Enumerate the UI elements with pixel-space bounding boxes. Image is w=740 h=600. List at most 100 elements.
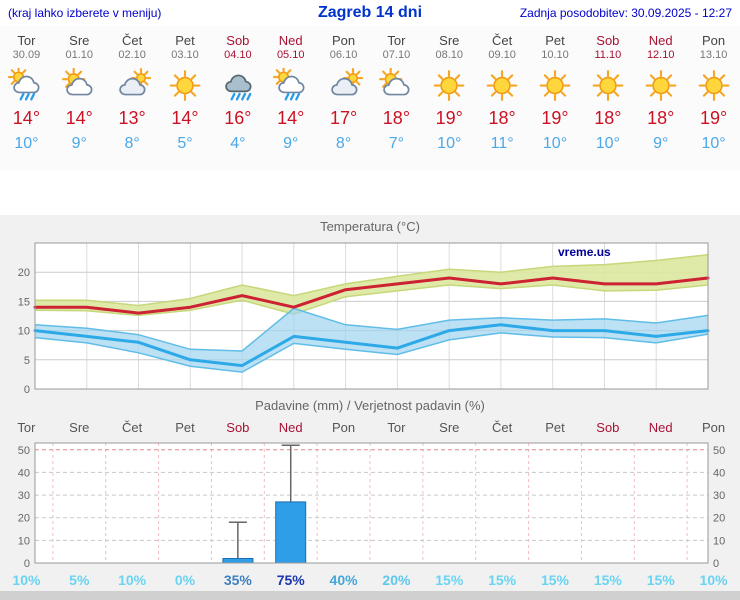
day-date: 07.10: [382, 49, 411, 61]
day-high-temp: 14°: [171, 108, 199, 128]
svg-text:0: 0: [24, 558, 30, 569]
day-column: Čet 09.10 18° 11°: [476, 26, 529, 171]
precip-day-label: Ned: [278, 419, 303, 435]
precip-day-label: Sob: [226, 419, 250, 435]
sun-icon: [698, 70, 729, 101]
day-date: 13.10: [699, 49, 728, 61]
day-weather-icon-wrap: [211, 64, 264, 106]
cloud-sun-icon: [330, 68, 363, 96]
day-name: Sre: [69, 33, 90, 48]
svg-text:30: 30: [713, 490, 725, 502]
day-date: 06.10: [329, 49, 358, 61]
temperature-chart: 0 5 10 15 20 vreme.us: [18, 242, 710, 396]
rain-icon: [225, 74, 252, 101]
precip-probability-value: 35%: [223, 572, 252, 588]
sun-cloud-icon: [62, 68, 93, 96]
day-low-temp: 9°: [71, 135, 87, 152]
precip-day-label: Čet: [122, 419, 143, 435]
day-low-temp: 5°: [177, 135, 193, 152]
day-date: 09.10: [488, 49, 516, 61]
day-column: Sob 11.10 18° 10°: [581, 26, 634, 171]
day-low-temp: 8°: [335, 135, 352, 152]
day-name: Sre: [439, 33, 460, 48]
day-high-temp: 18°: [488, 108, 516, 128]
day-high-temp: 14°: [65, 108, 93, 128]
page-header: (kraj lahko izberete v meniju) Zagreb 14…: [0, 0, 740, 26]
day-name: Čet: [122, 33, 143, 48]
day-column: Sre 08.10 19° 10°: [423, 26, 476, 171]
day-weather-icon-wrap: [370, 64, 423, 106]
day-weather-icon-wrap: [529, 64, 582, 106]
day-date: 03.10: [171, 49, 199, 61]
day-name: Ned: [648, 33, 673, 48]
sun-icon: [645, 70, 677, 101]
precipitation-chart: 0 0 10 10 20 20 30 30 40 40 50 50: [18, 442, 725, 569]
day-weather-icon-wrap: [264, 64, 317, 106]
svg-text:50: 50: [713, 445, 725, 457]
precip-probability-value: 15%: [435, 572, 464, 588]
footer-bar: [0, 591, 740, 600]
temperature-chart-title: Temperatura (°C): [320, 219, 420, 234]
day-high-temp: 13°: [118, 108, 146, 128]
precip-day-label: Pon: [332, 419, 356, 435]
precip-probability-value: 10%: [12, 572, 41, 588]
sun-icon: [433, 70, 465, 101]
svg-text:40: 40: [713, 467, 725, 479]
sun-icon: [539, 70, 571, 101]
day-name: Sob: [596, 33, 620, 48]
svg-text:40: 40: [18, 467, 30, 479]
sun-cloud-icon: [379, 68, 410, 96]
day-date: 10.10: [541, 49, 569, 61]
page-title: Zagreb 14 dni: [317, 4, 423, 21]
watermark-text: vreme.us: [558, 245, 611, 259]
svg-text:20: 20: [713, 513, 725, 525]
day-low-temp: 10°: [701, 135, 726, 152]
precip-day-label: Ned: [648, 419, 673, 435]
sun-icon: [169, 70, 201, 101]
day-column: Sre 01.10 14° 9°: [53, 26, 106, 171]
day-weather-icon-wrap: [687, 64, 740, 106]
day-low-temp: 10°: [437, 135, 462, 152]
precip-probability-value: 5%: [69, 572, 90, 588]
day-date: 11.10: [594, 49, 622, 61]
day-low-temp: 11°: [490, 135, 514, 152]
day-date: 04.10: [224, 49, 252, 61]
day-low-temp: 10°: [595, 135, 620, 152]
svg-text:10: 10: [18, 535, 30, 547]
precip-probability-value: 10%: [699, 572, 728, 588]
precip-day-label: Tor: [387, 419, 406, 435]
day-name: Pon: [702, 33, 726, 48]
precip-day-label: Pet: [175, 419, 195, 435]
precip-probability-value: 15%: [488, 572, 517, 588]
precipitation-probability-row: 10% 5% 10% 0% 35% 75% 40% 20% 15% 15% 15% 15% 15% 10%: [0, 569, 740, 591]
day-high-temp: 16°: [224, 108, 252, 128]
day-weather-icon-wrap: [0, 64, 53, 106]
precip-probability-value: 40%: [329, 572, 358, 588]
day-low-temp: 10°: [14, 135, 39, 152]
sun-icon: [486, 70, 518, 101]
svg-text:15: 15: [18, 296, 30, 308]
day-column: Pon 06.10 17° 8°: [317, 26, 370, 171]
day-name: Ned: [278, 33, 303, 48]
day-high-temp: 19°: [699, 108, 728, 128]
day-low-temp: 9°: [653, 135, 669, 152]
day-date: 05.10: [276, 49, 305, 61]
precip-day-label: Sre: [69, 419, 90, 435]
day-low-temp: 9°: [283, 135, 299, 152]
precip-probability-value: 0%: [174, 572, 196, 588]
day-name: Tor: [17, 33, 36, 48]
svg-text:50: 50: [18, 445, 30, 457]
day-weather-icon-wrap: [581, 64, 634, 106]
day-column: Tor 30.09 14° 10°: [0, 26, 53, 171]
precip-day-label: Pet: [545, 419, 565, 435]
precip-day-label: Sob: [596, 419, 620, 435]
precip-probability-value: 15%: [646, 572, 675, 588]
day-weather-icon-wrap: [476, 64, 529, 106]
day-column: Sob 04.10 16° 4°: [211, 26, 264, 171]
day-weather-icon-wrap: [106, 64, 159, 106]
day-weather-icon-wrap: [634, 64, 687, 106]
svg-text:20: 20: [18, 513, 30, 525]
day-low-temp: 8°: [124, 135, 140, 152]
day-high-temp: 18°: [382, 108, 411, 128]
